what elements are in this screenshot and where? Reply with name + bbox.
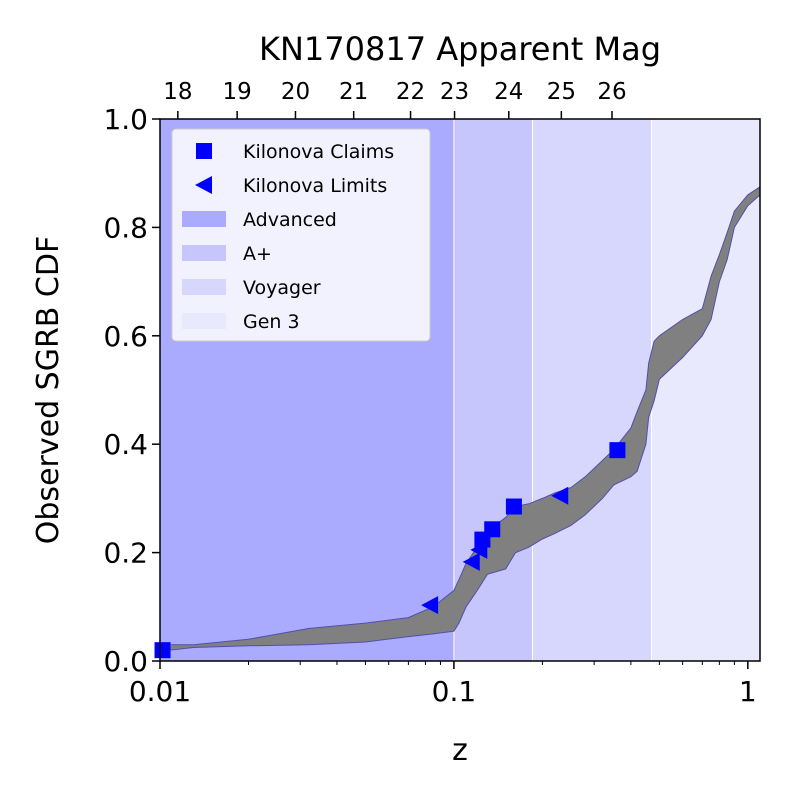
kilonova-claims-marker [484,521,501,538]
top-tick-label: 22 [396,79,425,105]
top-tick-label: 23 [440,79,469,105]
x-tick-label: 0.1 [432,675,477,708]
legend-label-a-: A+ [243,243,272,265]
legend-box [171,128,431,342]
chart-title: KN170817 Apparent Mag [259,30,661,68]
kilonova-limits-marker [462,552,480,571]
top-tick-label: 19 [222,79,251,105]
legend-swatch-a- [182,245,226,261]
legend-swatch-advanced [182,211,226,227]
kilonova-claims-marker [609,442,626,459]
legend-swatch-voyager [182,279,226,295]
legend-swatch-gen-3 [182,313,226,329]
top-tick-label: 25 [547,79,576,105]
top-tick-label: 20 [281,79,310,105]
legend-label-voyager: Voyager [243,277,321,299]
legend-label-kilonova-limits: Kilonova Limits [243,175,387,197]
y-tick-label: 0.2 [103,537,148,570]
plot-frame [159,118,761,662]
kilonova-claims-marker [154,642,171,659]
kilonova-limits-marker [551,486,569,505]
y-tick-label: 0.4 [103,428,148,461]
y-tick-label: 0.0 [103,645,148,678]
kilonova-claims-marker [505,498,522,515]
y-axis-label: Observed SGRB CDF [31,236,66,544]
y-tick-label: 0.8 [103,211,148,244]
y-tick-label: 0.6 [103,320,148,353]
top-tick-label: 21 [339,79,368,105]
top-tick-label: 24 [494,79,523,105]
top-tick-label: 26 [597,79,626,105]
kilonova-limits-marker [470,540,488,559]
region-voyager [532,119,652,661]
legend: Kilonova Claims Kilonova Limits Advanced A+… [171,128,431,342]
legend-marker-kilonova-claims [196,143,212,159]
axes: 0.0 0.2 0.4 0.6 0.8 1.0 0.01 0.1 1 18 19 20 21 22 23 24… [103,79,761,708]
legend-label-advanced: Advanced [243,209,337,231]
legend-label-kilonova-claims: Kilonova Claims [243,141,394,163]
y-tick-label: 1.0 [103,103,148,136]
data-markers [154,442,626,659]
legend-marker-kilonova-limits [195,176,212,194]
x-axis-label: z [452,733,468,768]
x-tick-label: 0.01 [129,675,191,708]
legend-label-gen-3: Gen 3 [243,311,300,333]
x-tick-label: 1 [739,675,757,708]
top-tick-label: 18 [163,79,192,105]
kilonova-limits-marker [421,596,439,615]
